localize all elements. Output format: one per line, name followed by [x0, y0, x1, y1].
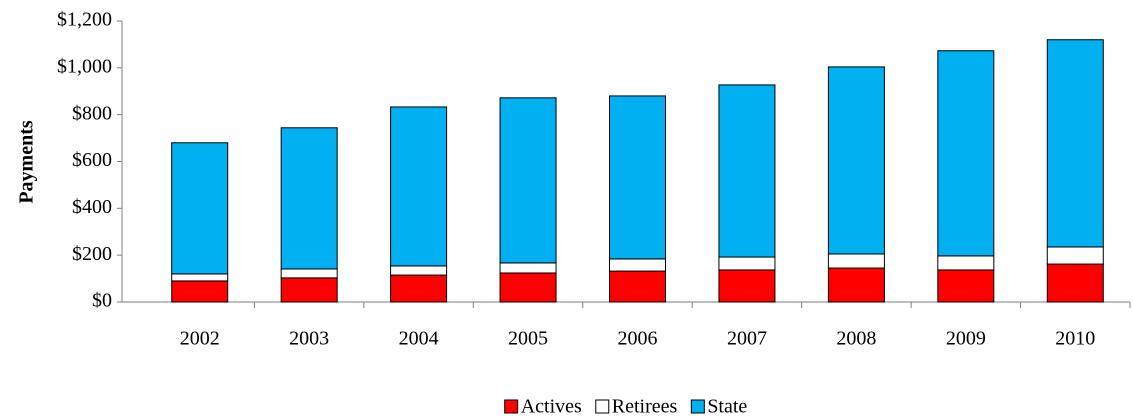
- bar-segment: [827, 253, 885, 269]
- bar-segment: [827, 267, 885, 303]
- bar-segment: [499, 97, 557, 264]
- bar-segment: [390, 265, 448, 276]
- bar-segment: [171, 142, 229, 275]
- y-axis-label: Payments: [16, 120, 38, 204]
- bar-segment: [609, 258, 666, 272]
- bar-segment: [937, 255, 995, 271]
- x-tick-label: 2002: [180, 328, 220, 350]
- x-tick-label: 2009: [946, 328, 986, 350]
- bar-segment: [171, 273, 229, 282]
- bar-segment: [1046, 246, 1104, 265]
- bar-segment: [718, 256, 776, 271]
- y-tick-label: $400: [72, 196, 112, 218]
- x-tick-label: 2007: [727, 328, 767, 350]
- legend: Actives Retirees State: [504, 396, 747, 418]
- bar-segment: [937, 269, 995, 303]
- bar-segment: [280, 268, 338, 279]
- y-tick-label: $200: [72, 243, 112, 265]
- legend-label: Actives: [521, 396, 582, 418]
- bar-segment: [827, 66, 885, 255]
- legend-swatch: [690, 399, 705, 414]
- bar-segment: [1046, 39, 1104, 248]
- bar-segment: [937, 50, 995, 257]
- bar-segment: [280, 277, 338, 303]
- legend-swatch: [504, 399, 519, 414]
- bar-segment: [499, 262, 557, 274]
- x-tick-label: 2005: [508, 328, 548, 350]
- y-tick-label: $1,000: [57, 55, 112, 77]
- bar-segment: [171, 280, 229, 303]
- x-tick-label: 2006: [618, 328, 658, 350]
- y-tick-label: $1,200: [57, 9, 112, 31]
- bar-segment: [1046, 263, 1104, 303]
- y-tick-label: $600: [72, 149, 112, 171]
- y-tick-label: $800: [72, 102, 112, 124]
- x-tick-label: 2008: [836, 328, 876, 350]
- legend-label: State: [707, 396, 747, 418]
- x-tick-label: 2010: [1055, 328, 1095, 350]
- bar-segment: [499, 272, 557, 303]
- x-tick-label: 2004: [399, 328, 439, 350]
- x-tick-label: 2003: [289, 328, 329, 350]
- bar-segment: [609, 270, 666, 303]
- bar-segment: [280, 127, 338, 270]
- bar-segment: [609, 95, 666, 260]
- legend-label: Retirees: [612, 396, 678, 418]
- y-tick-label: $0: [92, 290, 112, 312]
- bar-segment: [390, 106, 448, 267]
- bar-segment: [390, 274, 448, 303]
- legend-swatch: [595, 399, 610, 414]
- bar-segment: [718, 84, 776, 258]
- bar-segment: [718, 269, 776, 303]
